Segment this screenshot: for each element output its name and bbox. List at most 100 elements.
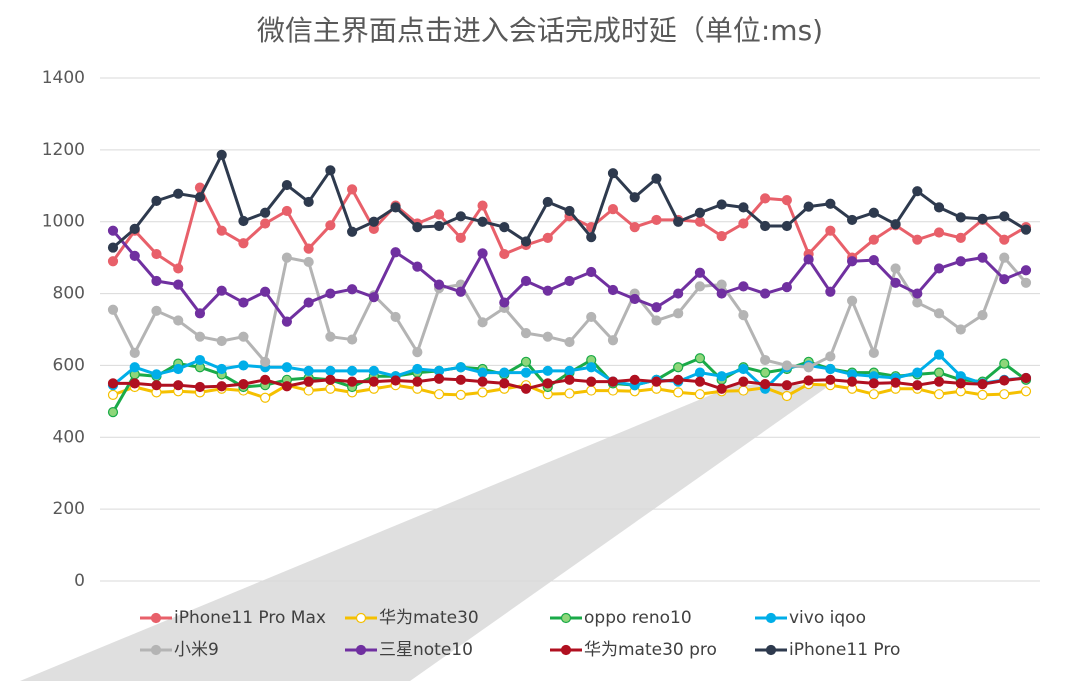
point [912,380,923,391]
legend-marker [150,644,162,656]
point [455,286,466,297]
point [173,279,184,290]
point [716,371,727,382]
point [999,234,1010,245]
point [542,378,553,389]
legend-marker [765,644,777,656]
legend-marker [765,612,777,624]
point [477,248,488,259]
point [1020,386,1032,397]
point [564,205,575,217]
point [107,389,119,400]
point [477,387,488,398]
point [455,362,466,373]
point [933,389,945,400]
point [347,334,358,345]
point [194,308,206,319]
point [825,363,836,375]
point [564,374,575,385]
point [303,376,314,387]
y-tick-label: 400 [53,427,85,447]
point [1020,224,1032,235]
point [303,365,314,376]
point [542,285,553,296]
y-tick-label: 600 [53,355,85,375]
point [303,297,314,308]
point [999,375,1010,386]
point [412,261,423,272]
y-tick-label: 800 [53,284,85,304]
point [520,383,532,394]
point [738,376,749,387]
point [238,331,249,342]
point [260,218,271,229]
point [977,310,988,321]
y-tick-label: 1200 [42,140,85,160]
point [129,250,140,261]
point [760,354,771,366]
legend-label: 小米9 [174,640,219,660]
point [368,292,379,303]
point [390,375,401,386]
point [933,263,945,274]
point [912,234,923,245]
point [846,295,858,306]
point [738,202,749,213]
point [651,302,662,313]
point [281,252,293,263]
point [586,376,597,387]
legend-label: iPhone11 Pro [789,640,900,660]
point [716,279,727,290]
point [260,356,271,367]
point [303,243,314,254]
point [347,376,358,387]
point [542,331,553,342]
point [912,367,923,378]
point [738,310,749,321]
point [1020,277,1032,288]
point [390,202,401,213]
point [868,347,879,358]
point [825,351,836,362]
point [738,281,749,292]
point [977,379,988,390]
point [846,256,858,267]
point [499,222,510,233]
point [564,388,575,399]
point [390,247,401,258]
point [368,365,379,376]
point [955,324,966,335]
point [433,373,445,384]
point [1020,372,1032,384]
point [412,376,423,387]
point [129,223,140,234]
point [412,363,423,375]
point [781,390,792,402]
point [325,288,336,299]
point [107,304,119,315]
series-line [111,186,1027,270]
legend-marker [560,644,572,656]
point [825,286,836,297]
point [173,380,184,391]
point [999,274,1010,285]
point [216,381,227,392]
point [607,335,619,346]
point [586,232,597,243]
point [412,222,423,233]
point [694,216,706,227]
point [194,381,206,393]
point [499,367,510,378]
point [107,225,119,236]
point [716,230,727,242]
legend-marker [355,644,367,656]
point [477,200,488,211]
point [1020,265,1032,276]
point [694,353,706,364]
point [151,305,162,316]
point [673,308,684,319]
point [999,358,1010,369]
y-tick-label: 200 [53,499,85,519]
point [260,286,271,297]
